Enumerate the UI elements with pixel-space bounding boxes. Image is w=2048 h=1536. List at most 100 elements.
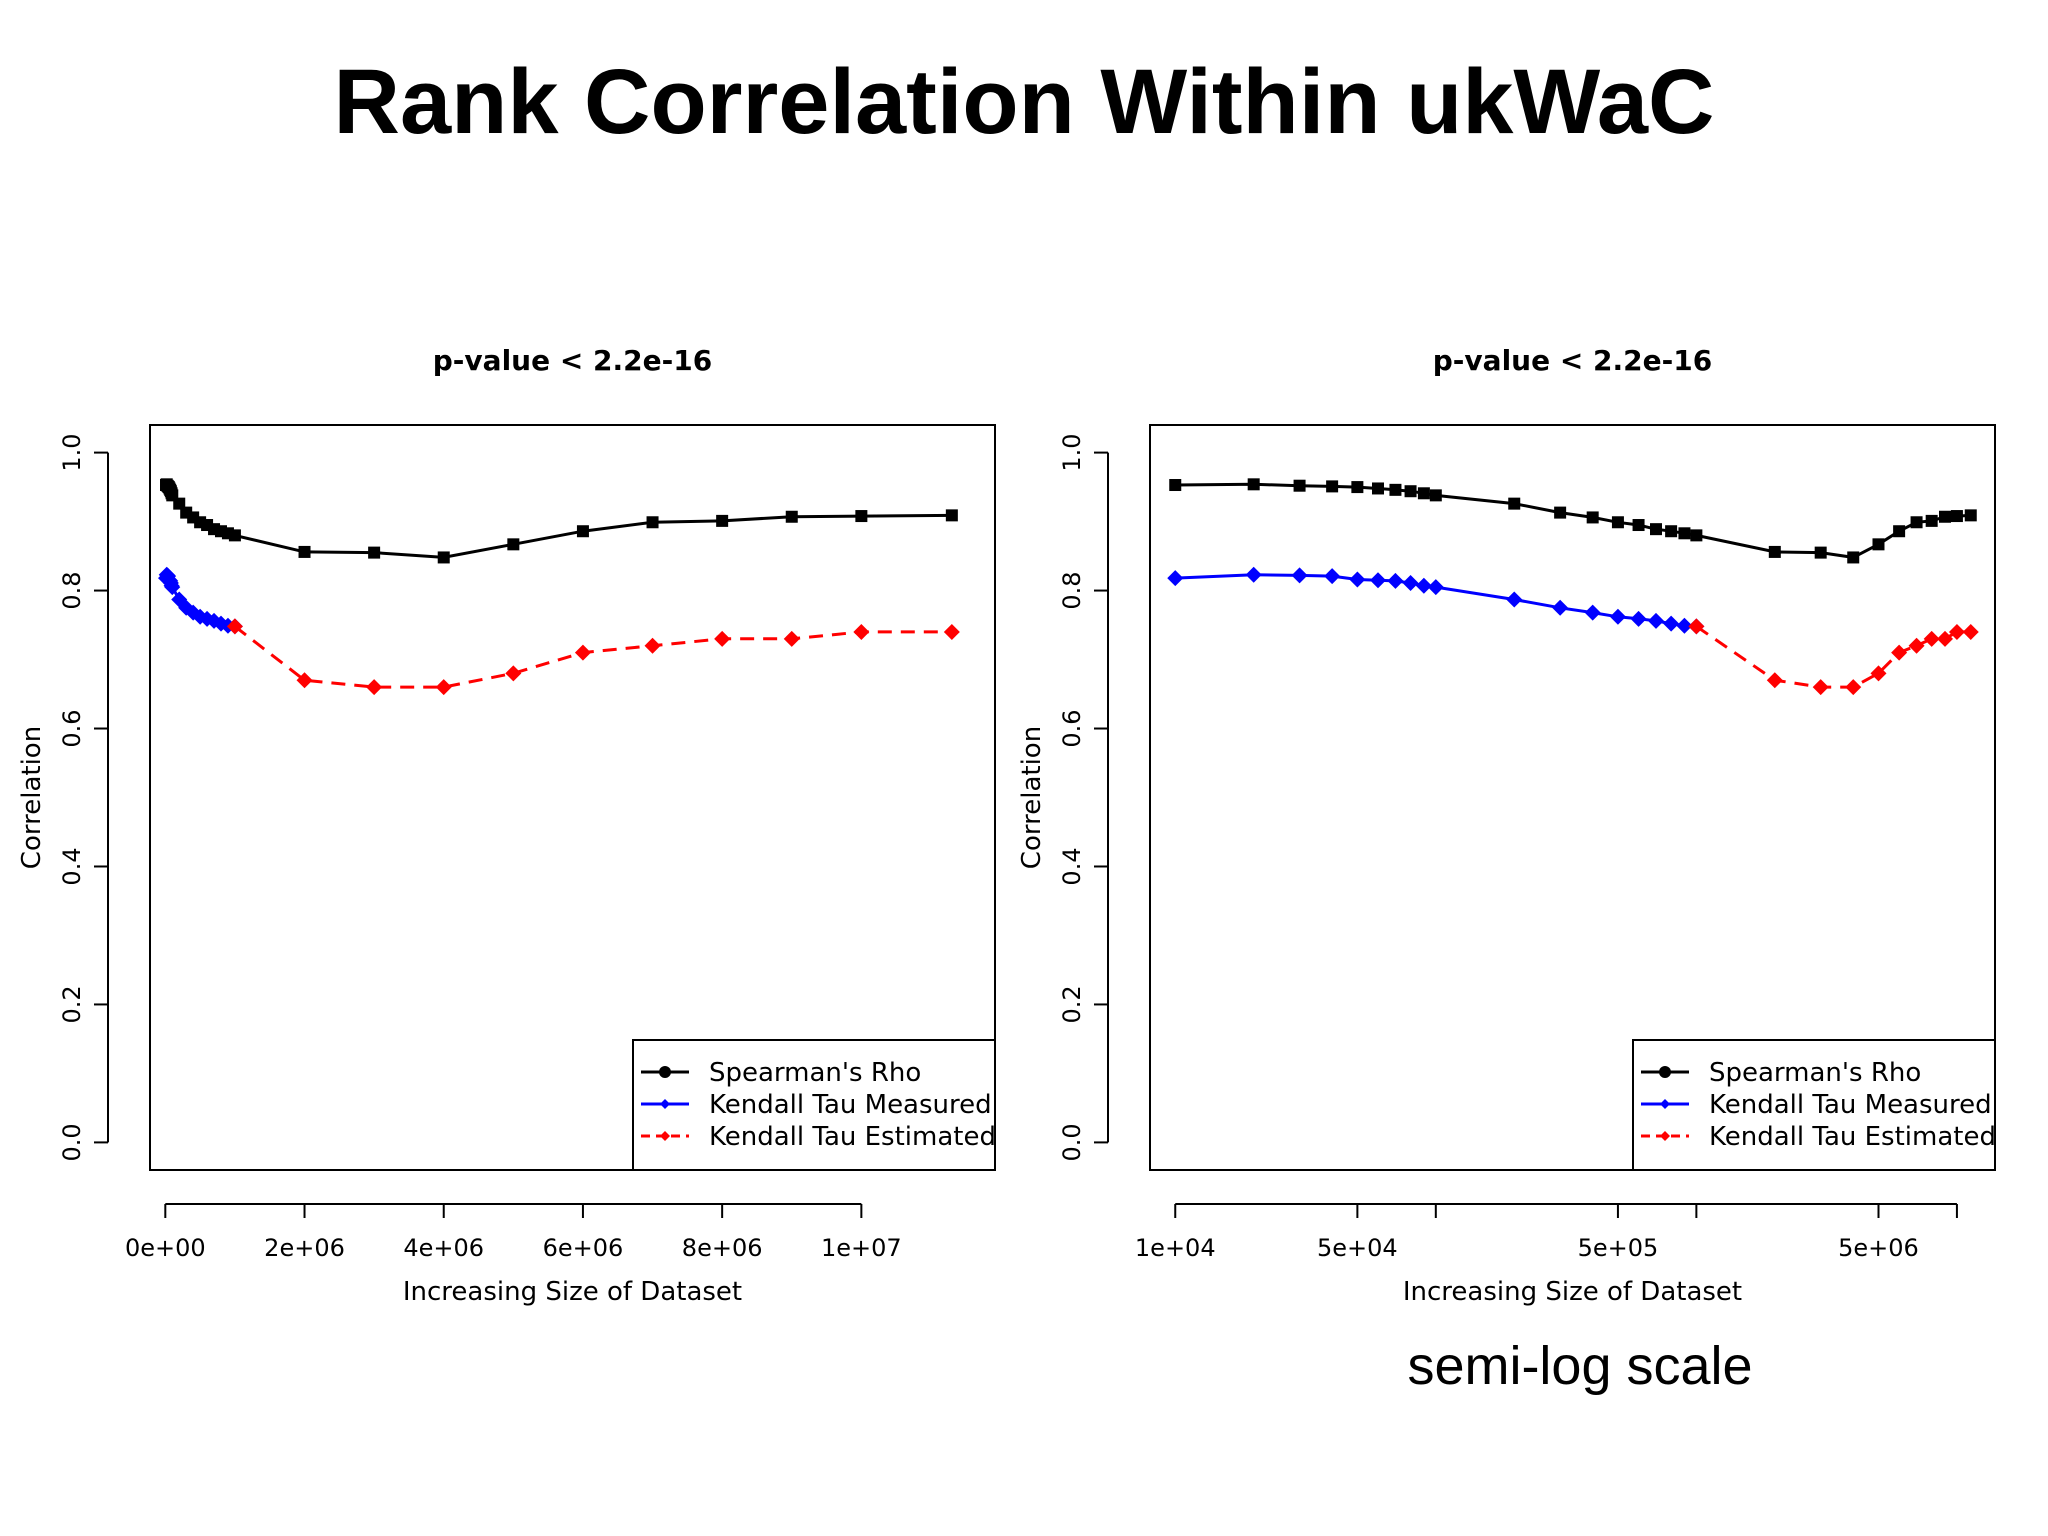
x-tick-label: 1e+04 (1135, 1234, 1216, 1262)
point-kendall-tau-measured (1349, 571, 1366, 588)
point-kendall-tau-measured (1415, 577, 1432, 594)
point-spearman-s-rho (228, 529, 241, 542)
point-kendall-tau-measured (1630, 610, 1647, 627)
point-spearman-s-rho (1950, 510, 1963, 523)
point-spearman-s-rho (1429, 489, 1442, 502)
legend-box (632, 1039, 996, 1171)
point-spearman-s-rho (1417, 487, 1430, 500)
point-spearman-s-rho (1372, 482, 1385, 495)
point-kendall-tau-estimated (366, 679, 383, 696)
point-kendall-tau-estimated (1937, 630, 1954, 647)
point-spearman-s-rho (1910, 516, 1923, 529)
x-tick-label: 0e+00 (125, 1234, 206, 1262)
point-kendall-tau-estimated (435, 679, 452, 696)
y-tick-label: 0.2 (58, 985, 86, 1023)
point-spearman-s-rho (1586, 511, 1599, 524)
point-kendall-tau-measured (1676, 617, 1693, 634)
y-tick-label: 0.2 (1058, 985, 1086, 1023)
point-spearman-s-rho (1650, 523, 1663, 536)
point-spearman-s-rho (180, 506, 193, 519)
y-axis-label: Correlation (1017, 726, 1047, 869)
point-kendall-tau-measured (1245, 566, 1262, 583)
point-kendall-tau-estimated (1948, 623, 1965, 640)
point-kendall-tau-measured (1552, 599, 1569, 616)
point-spearman-s-rho (945, 509, 958, 522)
point-kendall-tau-measured (1291, 567, 1308, 584)
y-tick-label: 0.0 (58, 1123, 86, 1161)
x-tick-label: 5e+04 (1317, 1234, 1398, 1262)
legend-marker (1660, 1131, 1670, 1141)
y-axis-label: Correlation (17, 726, 47, 869)
point-spearman-s-rho (1508, 497, 1521, 510)
legend-marker (659, 1066, 671, 1078)
point-spearman-s-rho (1554, 506, 1567, 519)
semi-log-caption: semi-log scale (1407, 1336, 1753, 1396)
point-spearman-s-rho (1326, 480, 1339, 493)
point-spearman-s-rho (1847, 551, 1860, 564)
point-kendall-tau-estimated (1923, 630, 1940, 647)
point-kendall-tau-measured (164, 579, 181, 596)
y-tick-label: 0.4 (1058, 847, 1086, 885)
point-kendall-tau-measured (1370, 572, 1387, 589)
point-kendall-tau-measured (1324, 568, 1341, 585)
legend-label: Spearman's Rho (709, 1058, 921, 1088)
y-tick-label: 1.0 (1058, 434, 1086, 472)
legend-label: Kendall Tau Estimated (709, 1122, 996, 1152)
point-spearman-s-rho (1872, 538, 1885, 551)
slide-title: Rank Correlation Within ukWaC (333, 51, 1715, 153)
point-kendall-tau-measured (1427, 579, 1444, 596)
legend-box (1632, 1039, 1996, 1171)
point-kendall-tau-measured (1402, 574, 1419, 591)
point-spearman-s-rho (1247, 478, 1260, 491)
plot-frame (1149, 424, 1996, 1171)
x-tick-label: 6e+06 (543, 1234, 624, 1262)
legend-marker (1659, 1066, 1671, 1078)
legend-marker (660, 1131, 670, 1141)
left-chart: p-value < 2.2e-16 0.0 0.2 0.4 0.6 0.8 1.0 Corre… (17, 344, 996, 1307)
point-spearman-s-rho (1814, 546, 1827, 559)
point-spearman-s-rho (1404, 485, 1417, 498)
point-spearman-s-rho (1964, 509, 1977, 522)
point-spearman-s-rho (1389, 483, 1402, 496)
point-kendall-tau-estimated (574, 644, 591, 661)
point-kendall-tau-estimated (1891, 644, 1908, 661)
x-axis-label: Increasing Size of Dataset (403, 1277, 742, 1307)
point-spearman-s-rho (1169, 479, 1182, 492)
point-spearman-s-rho (1632, 519, 1645, 532)
point-kendall-tau-estimated (505, 665, 522, 682)
point-spearman-s-rho (1611, 516, 1624, 529)
point-spearman-s-rho (646, 516, 659, 529)
point-kendall-tau-estimated (1870, 665, 1887, 682)
point-kendall-tau-measured (192, 608, 209, 625)
point-kendall-tau-estimated (853, 623, 870, 640)
point-kendall-tau-estimated (783, 630, 800, 647)
point-kendall-tau-estimated (226, 618, 243, 635)
x-tick-label: 2e+06 (264, 1234, 345, 1262)
point-spearman-s-rho (368, 546, 381, 559)
point-spearman-s-rho (507, 538, 520, 551)
x-tick-label: 1e+07 (821, 1234, 902, 1262)
point-kendall-tau-measured (1387, 572, 1404, 589)
point-spearman-s-rho (576, 525, 589, 538)
point-spearman-s-rho (437, 551, 450, 564)
point-kendall-tau-estimated (644, 637, 661, 654)
point-kendall-tau-estimated (1766, 672, 1783, 689)
point-spearman-s-rho (855, 510, 868, 523)
point-kendall-tau-measured (1584, 604, 1601, 621)
point-spearman-s-rho (1690, 529, 1703, 542)
legend-label: Kendall Tau Measured (709, 1090, 992, 1120)
point-kendall-tau-measured (1609, 608, 1626, 625)
point-kendall-tau-estimated (1845, 679, 1862, 696)
point-kendall-tau-estimated (1812, 679, 1829, 696)
point-spearman-s-rho (716, 514, 729, 527)
point-kendall-tau-estimated (1908, 637, 1925, 654)
y-tick-label: 0.4 (58, 847, 86, 885)
chart-title: p-value < 2.2e-16 (1433, 344, 1712, 377)
point-kendall-tau-estimated (714, 630, 731, 647)
point-kendall-tau-measured (1167, 570, 1184, 587)
point-kendall-tau-estimated (943, 623, 960, 640)
point-spearman-s-rho (298, 545, 311, 558)
point-spearman-s-rho (1293, 479, 1306, 492)
